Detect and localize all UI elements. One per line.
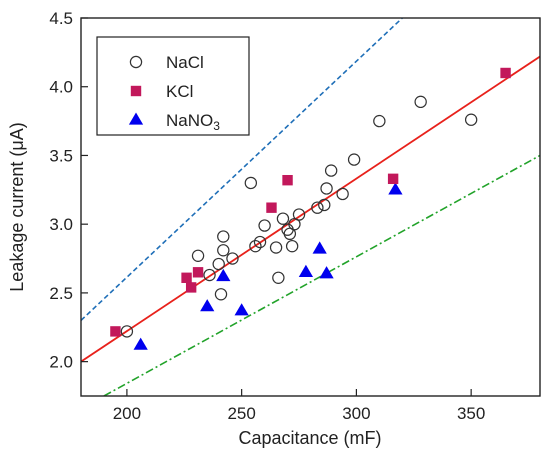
data-point-open-circle bbox=[269, 241, 283, 254]
data-point-open-circle bbox=[253, 235, 267, 249]
data-point-square bbox=[500, 67, 511, 79]
axis-ticks: 200 250 300 350 2.0 2.5 3.0 3.5 4.0 4.5 bbox=[49, 9, 485, 423]
data-point-square bbox=[110, 326, 121, 337]
data-point-square bbox=[181, 272, 192, 283]
data-point-square bbox=[266, 202, 277, 213]
data-point-open-circle bbox=[414, 95, 427, 109]
fit-line-dash-dot bbox=[103, 154, 540, 396]
data-point-open-circle bbox=[276, 212, 290, 225]
y-tick-label: 2.0 bbox=[49, 353, 73, 372]
legend-label: KCl bbox=[166, 82, 193, 101]
legend-marker-square bbox=[130, 85, 142, 97]
data-point-triangle bbox=[319, 266, 334, 279]
data-point-open-circle bbox=[347, 153, 361, 166]
data-point-open-circle bbox=[226, 252, 239, 265]
data-point-triangle bbox=[312, 241, 327, 254]
data-point-open-circle bbox=[217, 230, 230, 243]
data-point-open-circle bbox=[464, 113, 478, 126]
data-point-triangle bbox=[234, 303, 249, 316]
legend-label: NaNO3 bbox=[166, 111, 220, 133]
legend-label: NaCl bbox=[166, 53, 204, 72]
x-tick-label: 200 bbox=[113, 404, 141, 423]
y-tick-label: 3.5 bbox=[49, 146, 73, 165]
fit-line-solid bbox=[81, 55, 540, 363]
fit-line-dashed bbox=[81, 18, 403, 321]
data-point-triangle bbox=[216, 268, 231, 282]
data-point-triangle bbox=[388, 182, 403, 195]
data-point-open-circle bbox=[292, 208, 306, 221]
data-point-open-circle bbox=[203, 268, 216, 282]
data-point-triangle bbox=[200, 299, 215, 312]
data-point-triangle bbox=[133, 337, 148, 350]
data-point-open-circle bbox=[191, 249, 205, 262]
y-tick-label: 4.5 bbox=[49, 9, 73, 28]
data-point-open-circle bbox=[258, 219, 271, 232]
data-point-open-circle bbox=[217, 244, 230, 257]
x-tick-label: 350 bbox=[457, 404, 485, 423]
legend-marker-open-circle bbox=[129, 55, 143, 69]
data-point-open-circle bbox=[320, 182, 333, 195]
data-point-square bbox=[185, 282, 197, 293]
data-point-open-circle bbox=[212, 257, 225, 271]
fit-lines bbox=[81, 18, 540, 396]
data-point-square bbox=[282, 174, 293, 186]
data-point-open-circle bbox=[318, 198, 331, 212]
data-point-open-circle bbox=[120, 325, 134, 338]
legend-box bbox=[96, 36, 250, 136]
y-tick-label: 2.5 bbox=[49, 284, 73, 303]
data-point-square bbox=[192, 267, 204, 278]
data-point-open-circle bbox=[373, 114, 386, 128]
data-point-open-circle bbox=[336, 187, 349, 201]
y-axis-label: Leakage current (μA) bbox=[7, 122, 27, 291]
legend: NaCl KCl NaNO3 bbox=[96, 36, 250, 136]
legend-marker-triangle bbox=[128, 112, 144, 125]
data-point-square bbox=[387, 173, 399, 185]
x-tick-label: 250 bbox=[227, 404, 255, 423]
data-point-open-circle bbox=[249, 239, 262, 253]
data-point-open-circle bbox=[244, 176, 258, 190]
x-axis-label: Capacitance (mF) bbox=[238, 428, 381, 448]
x-tick-label: 300 bbox=[342, 404, 370, 423]
data-point-open-circle bbox=[311, 201, 324, 214]
data-points bbox=[110, 67, 511, 350]
data-point-triangle bbox=[298, 264, 314, 277]
data-point-open-circle bbox=[214, 288, 228, 301]
y-tick-label: 3.0 bbox=[49, 215, 73, 234]
data-point-open-circle bbox=[324, 164, 338, 177]
data-point-open-circle bbox=[285, 239, 299, 253]
y-tick-label: 4.0 bbox=[49, 78, 73, 97]
data-point-open-circle bbox=[272, 271, 285, 284]
plot-frame bbox=[80, 17, 541, 397]
